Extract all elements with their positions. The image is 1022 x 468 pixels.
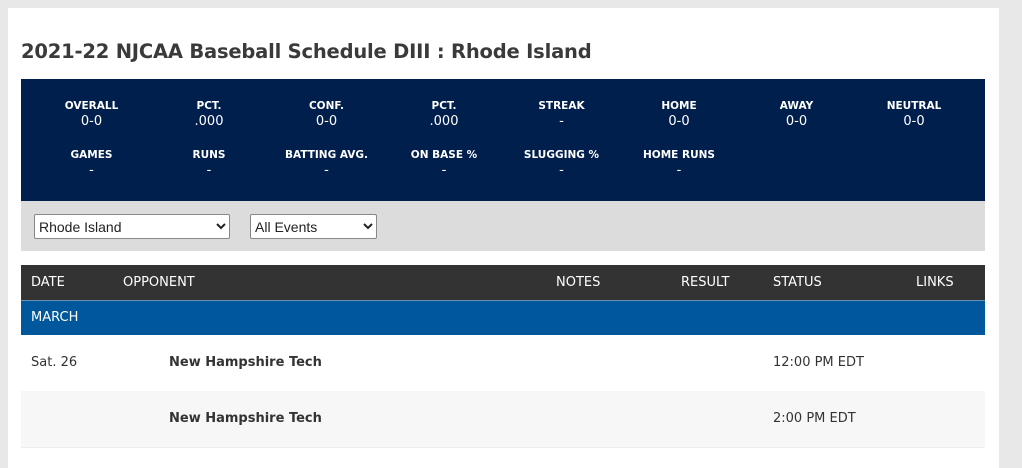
stat-label: AWAY xyxy=(779,100,814,112)
stat-runs: RUNS - xyxy=(151,149,268,178)
stat-value: - xyxy=(676,163,682,178)
month-row: MARCH xyxy=(21,300,985,336)
stat-label: BATTING AVG. xyxy=(285,149,368,161)
table-header: DATE OPPONENT NOTES RESULT STATUS LINKS xyxy=(21,265,985,300)
header-date[interactable]: DATE xyxy=(31,275,65,290)
header-result: RESULT xyxy=(681,275,730,290)
stat-home: HOME 0-0 xyxy=(621,100,738,129)
stat-label: GAMES xyxy=(70,149,113,161)
opponent-link[interactable]: New Hampshire Tech xyxy=(169,355,322,370)
stat-slugging: SLUGGING % - xyxy=(503,149,620,178)
stat-value: - xyxy=(206,163,212,178)
stats-panel: OVERALL 0-0 PCT. .000 CONF. 0-0 PCT. .000 STREAK… xyxy=(21,79,985,201)
filter-bar: Rhode Island All Events xyxy=(21,201,985,251)
stat-label: ON BASE % xyxy=(410,149,478,161)
stat-label: CONF. xyxy=(308,100,345,112)
stat-pct: PCT. .000 xyxy=(386,100,503,129)
stat-value: 0-0 xyxy=(785,114,808,129)
opponent-link[interactable]: New Hampshire Tech xyxy=(169,411,322,426)
game-status: 2:00 PM EDT xyxy=(773,411,856,426)
stat-label: NEUTRAL xyxy=(886,100,942,112)
stat-label: HOME xyxy=(661,100,697,112)
stat-conf: CONF. 0-0 xyxy=(268,100,385,129)
stat-games: GAMES - xyxy=(33,149,150,178)
game-date: Sat. 26 xyxy=(31,355,78,370)
stat-label: PCT. xyxy=(196,100,222,112)
table-row: Sat. 26 New Hampshire Tech 12:00 PM EDT xyxy=(21,335,985,392)
stat-value: - xyxy=(559,114,564,129)
stat-streak: STREAK - xyxy=(503,100,620,129)
page-title: 2021-22 NJCAA Baseball Schedule DIII : R… xyxy=(21,40,592,63)
game-status: 12:00 PM EDT xyxy=(773,355,864,370)
stat-label: RUNS xyxy=(192,149,226,161)
events-select[interactable]: All Events xyxy=(250,214,377,239)
stat-value: 0-0 xyxy=(80,114,103,129)
stat-label: STREAK xyxy=(538,100,585,112)
header-links: LINKS xyxy=(916,275,954,290)
stat-value: - xyxy=(324,163,329,178)
stat-away: AWAY 0-0 xyxy=(738,100,855,129)
stat-value: - xyxy=(441,163,447,178)
table-row: New Hampshire Tech 2:00 PM EDT xyxy=(21,391,985,448)
stat-batting-avg: BATTING AVG. - xyxy=(268,149,385,178)
stat-label: HOME RUNS xyxy=(643,149,715,161)
stat-value: .000 xyxy=(194,114,224,129)
stat-value: 0-0 xyxy=(903,114,925,129)
stat-label: PCT. xyxy=(431,100,457,112)
stat-value: .000 xyxy=(429,114,459,129)
stat-on-base: ON BASE % - xyxy=(386,149,503,178)
stat-value: 0-0 xyxy=(315,114,338,129)
stat-label: OVERALL xyxy=(64,100,119,112)
stat-value: - xyxy=(89,163,94,178)
stat-overall: OVERALL 0-0 xyxy=(33,100,150,129)
header-status: STATUS xyxy=(773,275,822,290)
stat-value: - xyxy=(559,163,564,178)
stat-label: SLUGGING % xyxy=(523,149,600,161)
stat-neutral: NEUTRAL 0-0 xyxy=(856,100,973,129)
header-opponent[interactable]: OPPONENT xyxy=(123,275,195,290)
stat-value: 0-0 xyxy=(668,114,690,129)
team-select[interactable]: Rhode Island xyxy=(34,214,230,239)
schedule-card: 2021-22 NJCAA Baseball Schedule DIII : R… xyxy=(8,8,999,468)
stat-pct: PCT. .000 xyxy=(151,100,268,129)
stat-home-runs: HOME RUNS - xyxy=(621,149,738,178)
month-label: MARCH xyxy=(31,310,79,325)
header-notes: NOTES xyxy=(556,275,601,290)
